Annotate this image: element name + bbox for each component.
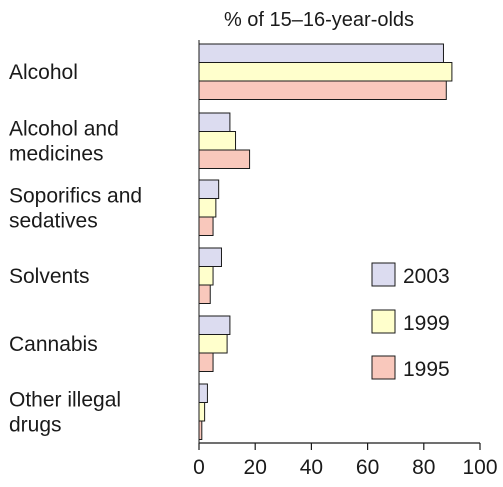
category-label: drugs [9,413,62,436]
bar-1999-3 [198,266,214,286]
bar-1995-2 [198,216,214,236]
bar-1995-3 [198,284,211,304]
bar-2003-5 [198,383,208,403]
bar-1995-4 [198,352,214,372]
category-label: Soporifics and [9,184,142,207]
x-tick-label: 100 [462,456,497,479]
x-tick-label: 80 [412,456,435,479]
bar-1999-2 [198,198,217,218]
bar-2003-0 [198,43,444,63]
category-label: Solvents [9,265,90,288]
category-label: Other illegal [9,388,121,411]
x-tick-label: 20 [244,456,267,479]
legend-swatch-1995 [371,355,396,380]
bar-2003-3 [198,247,222,267]
legend-swatch-1999 [371,309,396,334]
bar-1999-1 [198,131,237,151]
bar-1999-4 [198,334,228,354]
x-tick-label: 40 [300,456,323,479]
category-label: Alcohol [9,61,78,84]
bar-1995-0 [198,80,447,100]
legend-label-1999: 1999 [403,312,450,335]
legend-label-2003: 2003 [403,265,450,288]
bar-2003-1 [198,112,231,132]
x-axis: 0 20 40 60 80 100 [193,40,498,479]
bar-1999-5 [198,402,206,422]
chart-title: % of 15–16-year-olds [224,9,414,31]
legend: 2003 1999 1995 [371,262,450,381]
bar-1999-0 [198,62,453,82]
bar-2003-4 [198,315,231,335]
bar-2003-2 [198,179,220,199]
legend-label-1995: 1995 [403,358,450,381]
category-label: Cannabis [9,333,98,356]
x-tick-label: 0 [193,456,205,479]
x-tick-label: 60 [356,456,379,479]
category-label: Alcohol and [9,117,119,140]
bar-1995-1 [198,149,251,169]
category-label: medicines [9,142,104,165]
category-label: sedatives [9,209,98,232]
legend-swatch-2003 [371,262,396,287]
